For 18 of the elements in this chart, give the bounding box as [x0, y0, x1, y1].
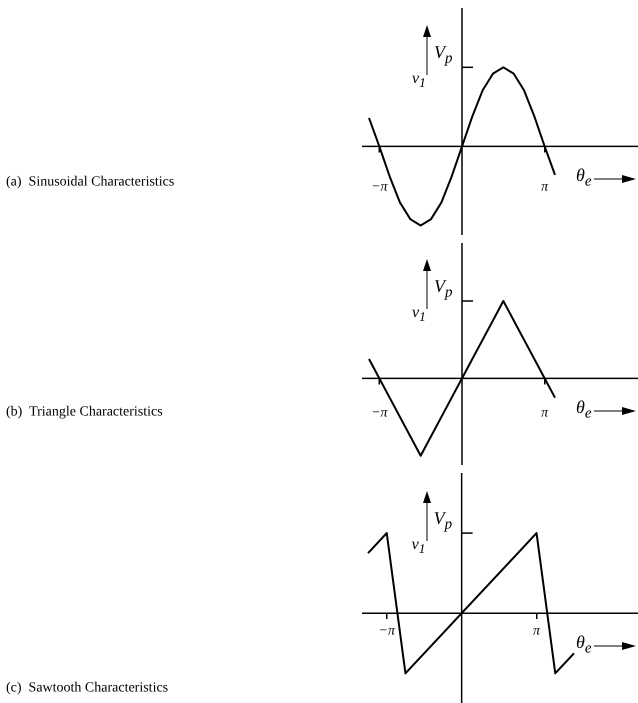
- x-axis-title: θ$_{e}$: [576, 632, 592, 657]
- y-axis-title: v$_{1}$: [412, 536, 426, 556]
- text: (a) Sinusoidal Characteristics: [6, 174, 174, 190]
- x-tick-label: −π: [371, 405, 389, 420]
- text: V$_{p}$: [434, 42, 452, 67]
- text: V$_{p}$: [434, 508, 452, 533]
- y-axis-title: v$_{1}$: [412, 70, 426, 90]
- x-axis-title: θ$_{e}$: [576, 397, 592, 422]
- text: (b) Triangle Characteristics: [6, 404, 163, 420]
- x-tick-label: π: [541, 180, 550, 194]
- x-tick-label: −π: [371, 180, 389, 194]
- x-tick-label: −π: [378, 623, 396, 638]
- x-tick-label: π: [533, 623, 542, 638]
- x-axis-title: θ$_{e}$: [576, 165, 592, 190]
- y-axis-title: v$_{1}$: [412, 304, 426, 324]
- x-tick-label: π: [541, 405, 550, 420]
- text: (c) Sawtooth Characteristics: [6, 680, 168, 696]
- text: V$_{p}$: [434, 276, 452, 301]
